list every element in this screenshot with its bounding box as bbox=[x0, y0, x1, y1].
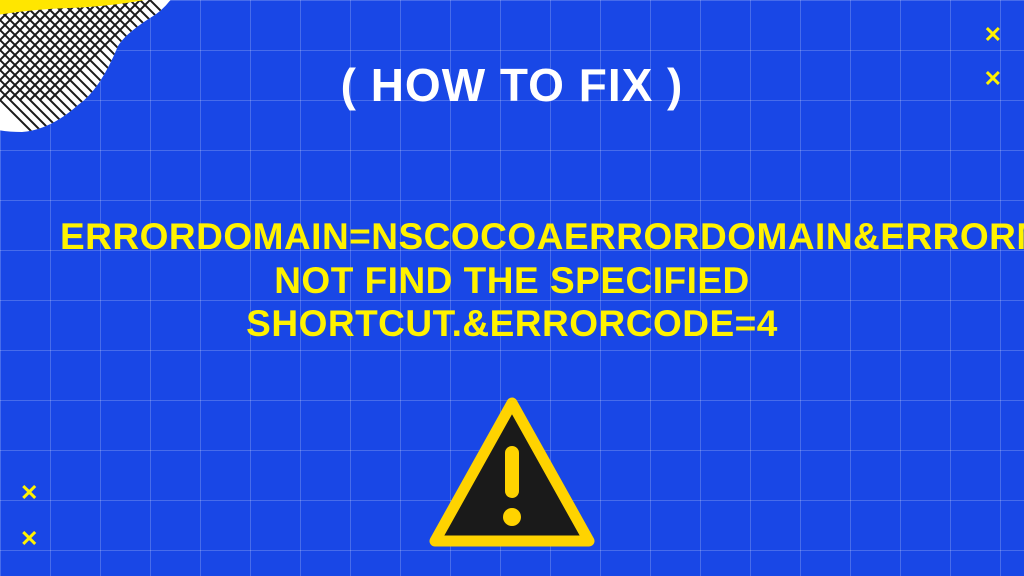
decorative-x-mark: ✕ bbox=[984, 22, 1002, 48]
decorative-x-mark: ✕ bbox=[20, 526, 38, 552]
warning-icon bbox=[427, 391, 597, 566]
decorative-x-mark: ✕ bbox=[20, 480, 38, 506]
error-message-text: ERRORDOMAIN=NSCOCOAERRORDOMAIN&ERRORMESS… bbox=[60, 215, 964, 346]
decorative-x-mark: ✕ bbox=[984, 66, 1002, 92]
page-title: ( HOW TO FIX ) bbox=[0, 58, 1024, 112]
